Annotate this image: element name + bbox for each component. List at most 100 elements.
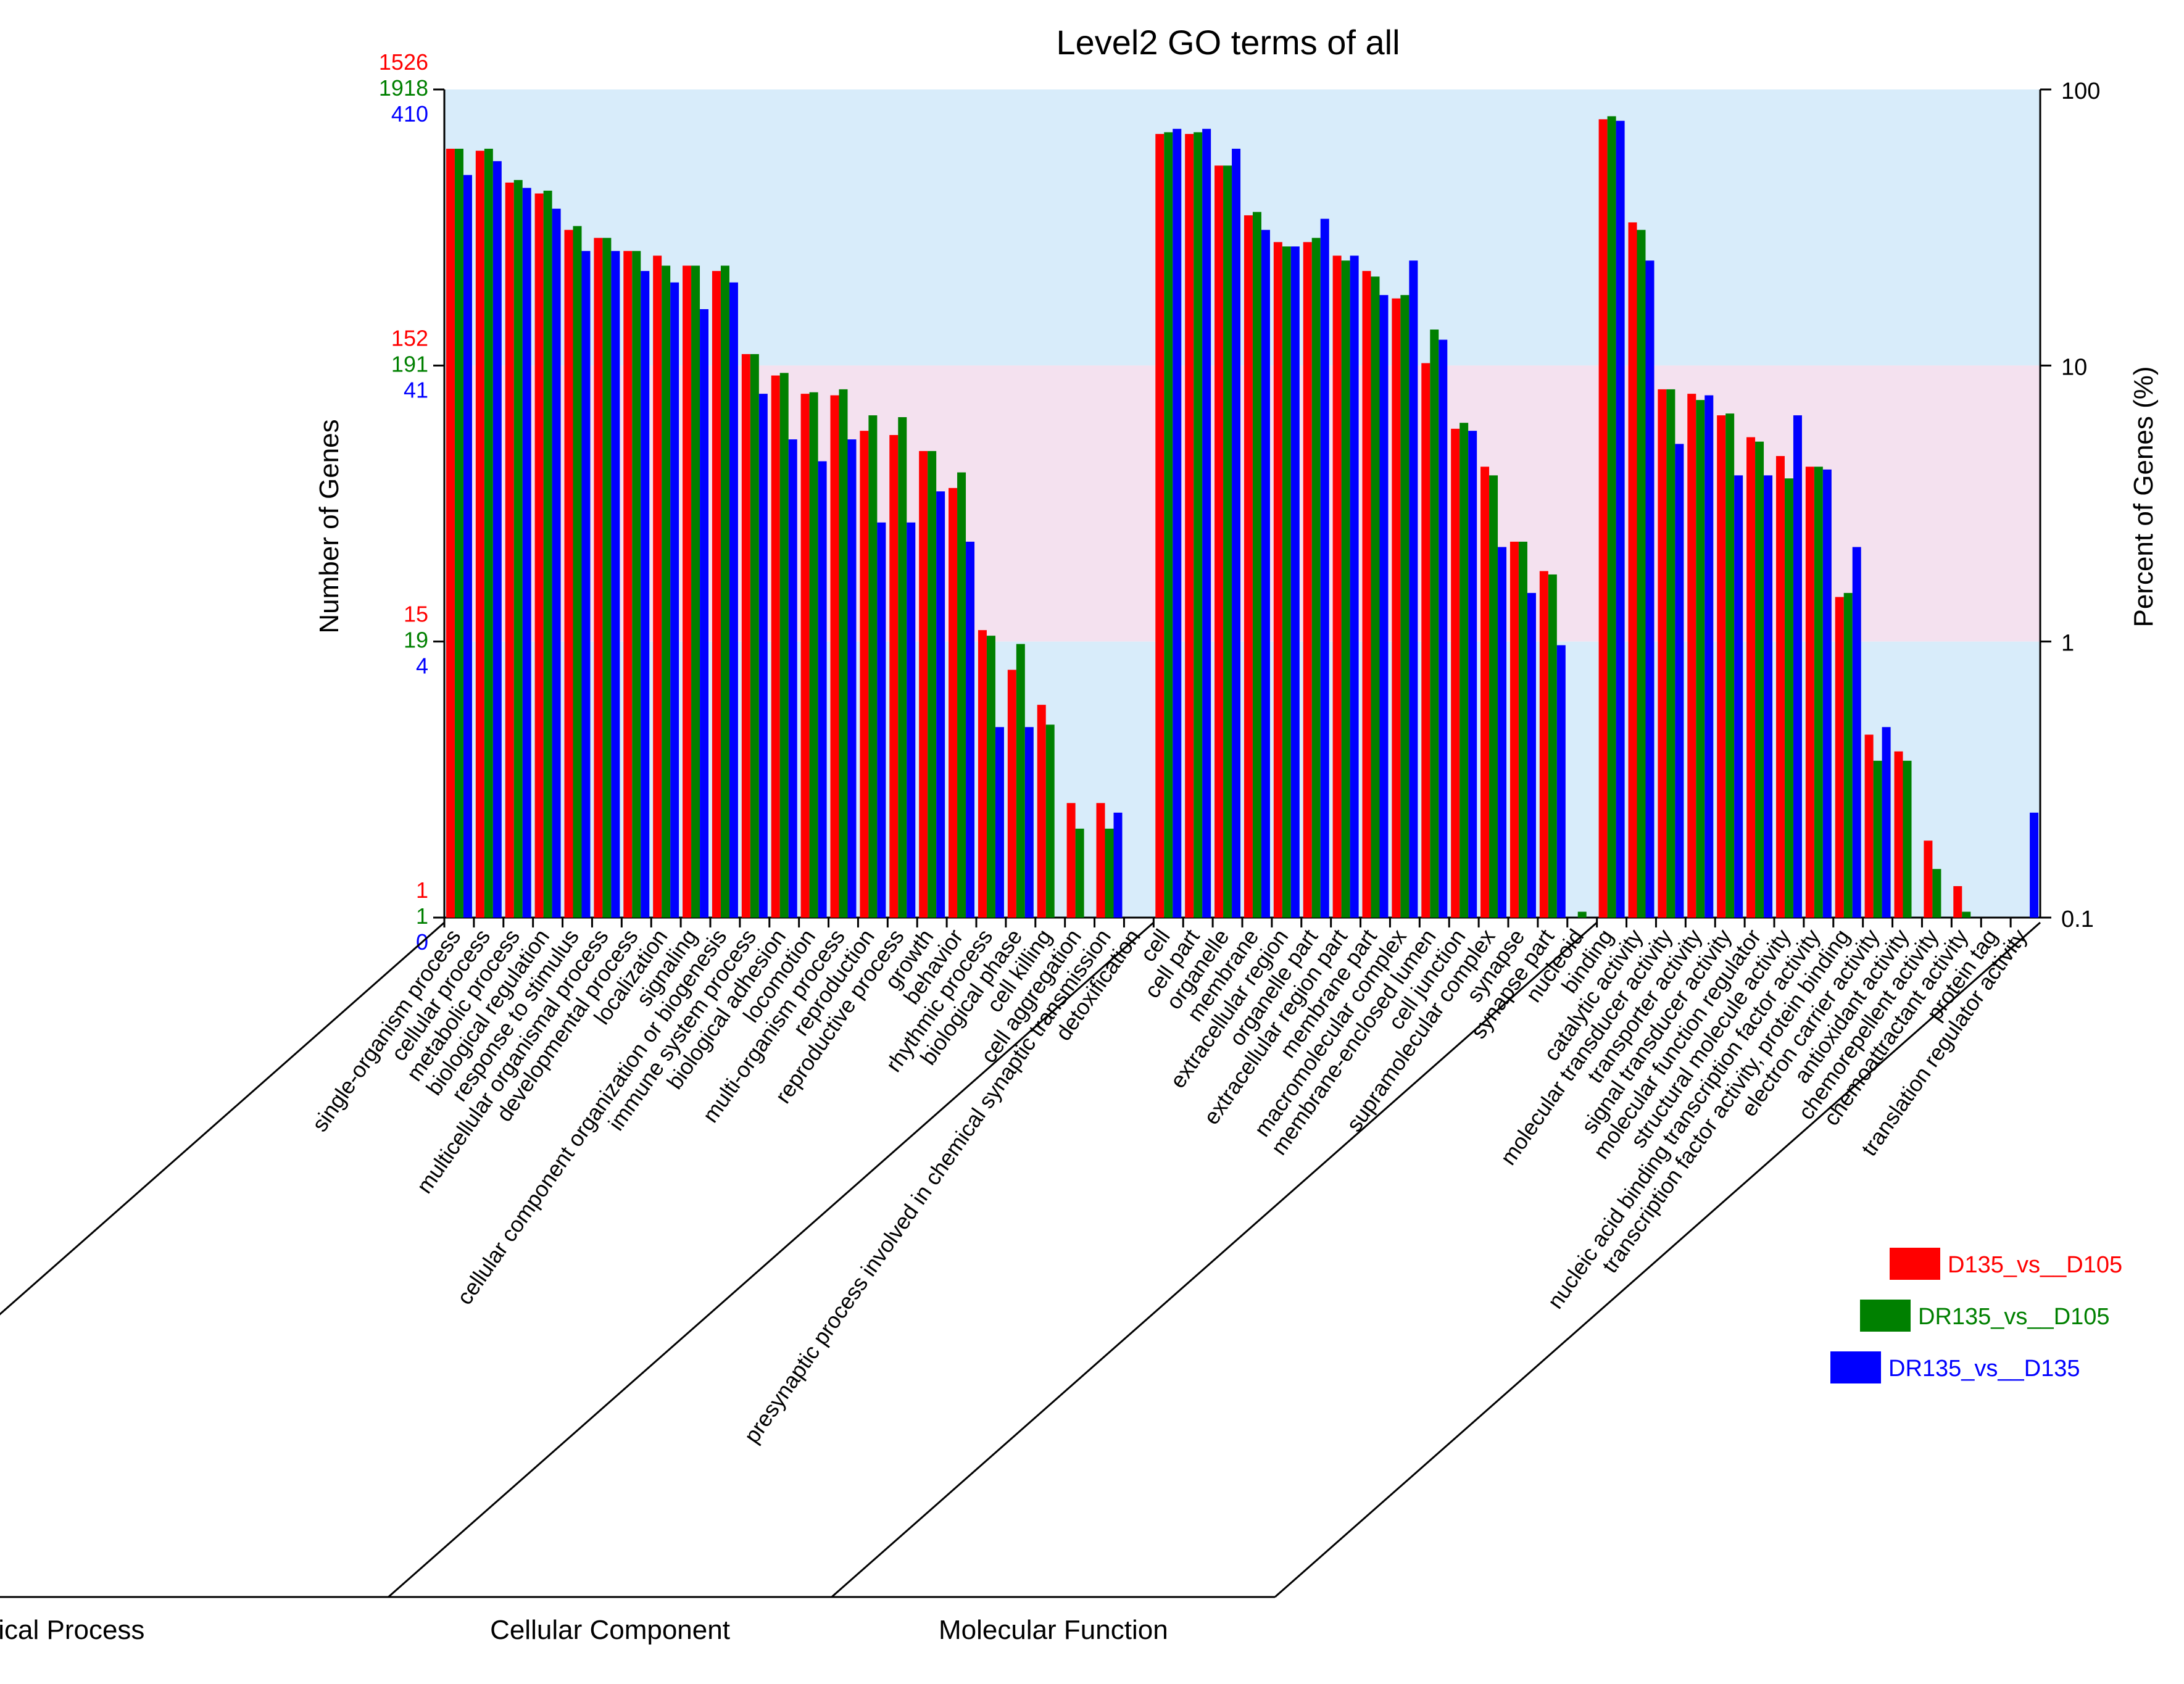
bar-4-series-3 — [552, 209, 561, 918]
bar-35-series-1 — [1451, 428, 1460, 918]
bar-25-series-1 — [1155, 134, 1165, 918]
bar-32-series-2 — [1371, 276, 1380, 918]
bar-19-series-2 — [986, 636, 995, 918]
bar-35-series-2 — [1459, 423, 1469, 918]
bar-22-series-2 — [1075, 828, 1084, 918]
right-axis-label: Percent of Genes (%) — [2128, 366, 2159, 627]
group-label: Molecular Function — [939, 1615, 1168, 1645]
band-middle — [444, 365, 2040, 642]
bar-29-series-1 — [1273, 242, 1282, 918]
bar-45-series-1 — [1746, 437, 1756, 918]
bar-6-series-1 — [594, 238, 603, 918]
bar-7-series-2 — [632, 251, 641, 918]
bar-41-series-2 — [1637, 230, 1646, 918]
group-panels: Biological Process Cellular Component Mole… — [0, 921, 2041, 1645]
legend-swatch — [1830, 1351, 1881, 1383]
bar-32-series-1 — [1362, 271, 1371, 918]
left-axis-label: Number of Genes — [314, 419, 344, 633]
bar-54-series-3 — [2030, 812, 2039, 918]
bar-44-series-2 — [1725, 413, 1735, 918]
bar-37-series-1 — [1509, 541, 1519, 918]
bar-28-series-2 — [1252, 212, 1261, 918]
bar-10-series-3 — [729, 282, 738, 918]
left-tick-label: 191 — [391, 351, 428, 376]
bar-34-series-1 — [1421, 363, 1430, 918]
bar-1-series-2 — [454, 149, 463, 918]
bar-40-series-1 — [1598, 119, 1608, 918]
bar-8-series-3 — [670, 282, 679, 918]
legend: D135_vs__D105 DR135_vs__D105 DR135_vs__D13… — [1830, 1248, 2122, 1383]
bar-20-series-2 — [1016, 644, 1025, 918]
left-tick-label: 41 — [404, 377, 428, 402]
bar-2-series-2 — [484, 149, 493, 918]
legend-label: D135_vs__D105 — [1948, 1252, 2122, 1278]
right-tick-label: 0.1 — [2061, 906, 2094, 932]
bar-19-series-1 — [978, 630, 987, 918]
left-tick-label: 410 — [391, 101, 428, 127]
bar-25-series-2 — [1164, 132, 1173, 918]
bar-12-series-2 — [779, 373, 789, 918]
bar-20-series-3 — [1024, 727, 1034, 918]
bar-33-series-3 — [1409, 260, 1418, 918]
legend-swatch — [1860, 1300, 1911, 1332]
band-bottom — [444, 641, 2040, 918]
bar-21-series-1 — [1037, 705, 1046, 918]
bar-9-series-2 — [691, 265, 700, 918]
bar-47-series-2 — [1814, 467, 1823, 918]
bar-47-series-1 — [1805, 467, 1814, 918]
bar-14-series-2 — [839, 389, 848, 918]
bar-33-series-1 — [1392, 298, 1401, 918]
bar-36-series-2 — [1489, 475, 1498, 918]
bar-6-series-3 — [611, 251, 620, 918]
group-label: Biological Process — [0, 1615, 144, 1645]
bar-23-series-1 — [1096, 803, 1105, 918]
right-tick-label: 1 — [2061, 631, 2074, 657]
bar-52-series-2 — [1962, 911, 1971, 918]
bar-51-series-2 — [1932, 869, 1941, 918]
left-tick-label: 1918 — [379, 75, 428, 101]
bar-8-series-2 — [662, 265, 671, 918]
bar-22-series-1 — [1066, 803, 1076, 918]
bar-52-series-1 — [1953, 886, 1962, 918]
bar-43-series-1 — [1687, 394, 1696, 918]
bar-13-series-3 — [818, 461, 827, 918]
bar-38-series-1 — [1539, 571, 1548, 918]
bar-42-series-1 — [1658, 389, 1667, 918]
bar-49-series-3 — [1882, 727, 1891, 918]
bar-28-series-1 — [1244, 215, 1253, 918]
bar-27-series-2 — [1223, 165, 1232, 918]
left-tick-label: 4 — [416, 653, 428, 679]
group-separator — [0, 921, 445, 1316]
bar-26-series-2 — [1194, 132, 1203, 918]
bar-3-series-1 — [505, 182, 514, 918]
bar-50-series-1 — [1894, 751, 1903, 918]
bar-48-series-3 — [1852, 547, 1861, 918]
bar-37-series-2 — [1518, 541, 1527, 918]
group-separator — [831, 921, 1598, 1598]
bar-50-series-2 — [1903, 760, 1912, 918]
band-top — [444, 89, 2040, 366]
bar-20-series-1 — [1007, 670, 1016, 918]
right-tick-label: 10 — [2061, 354, 2087, 380]
bar-25-series-3 — [1173, 128, 1182, 918]
bar-39-series-2 — [1577, 911, 1587, 918]
bar-9-series-3 — [700, 309, 709, 918]
bar-36-series-3 — [1498, 547, 1507, 918]
bar-15-series-2 — [868, 415, 878, 918]
bar-32-series-3 — [1379, 295, 1389, 918]
group-label: Cellular Component — [490, 1615, 730, 1645]
chart-title: Level2 GO terms of all — [1056, 23, 1400, 62]
bar-12-series-3 — [788, 439, 797, 918]
bar-38-series-2 — [1548, 574, 1557, 918]
bar-31-series-3 — [1350, 255, 1359, 918]
bar-29-series-2 — [1282, 246, 1291, 918]
left-tick-label: 1 — [416, 903, 428, 929]
bar-11-series-1 — [741, 354, 750, 918]
bar-1-series-3 — [463, 175, 472, 918]
bar-8-series-1 — [653, 255, 662, 918]
bar-30-series-1 — [1303, 242, 1312, 918]
left-tick-label: 1 — [416, 877, 428, 903]
